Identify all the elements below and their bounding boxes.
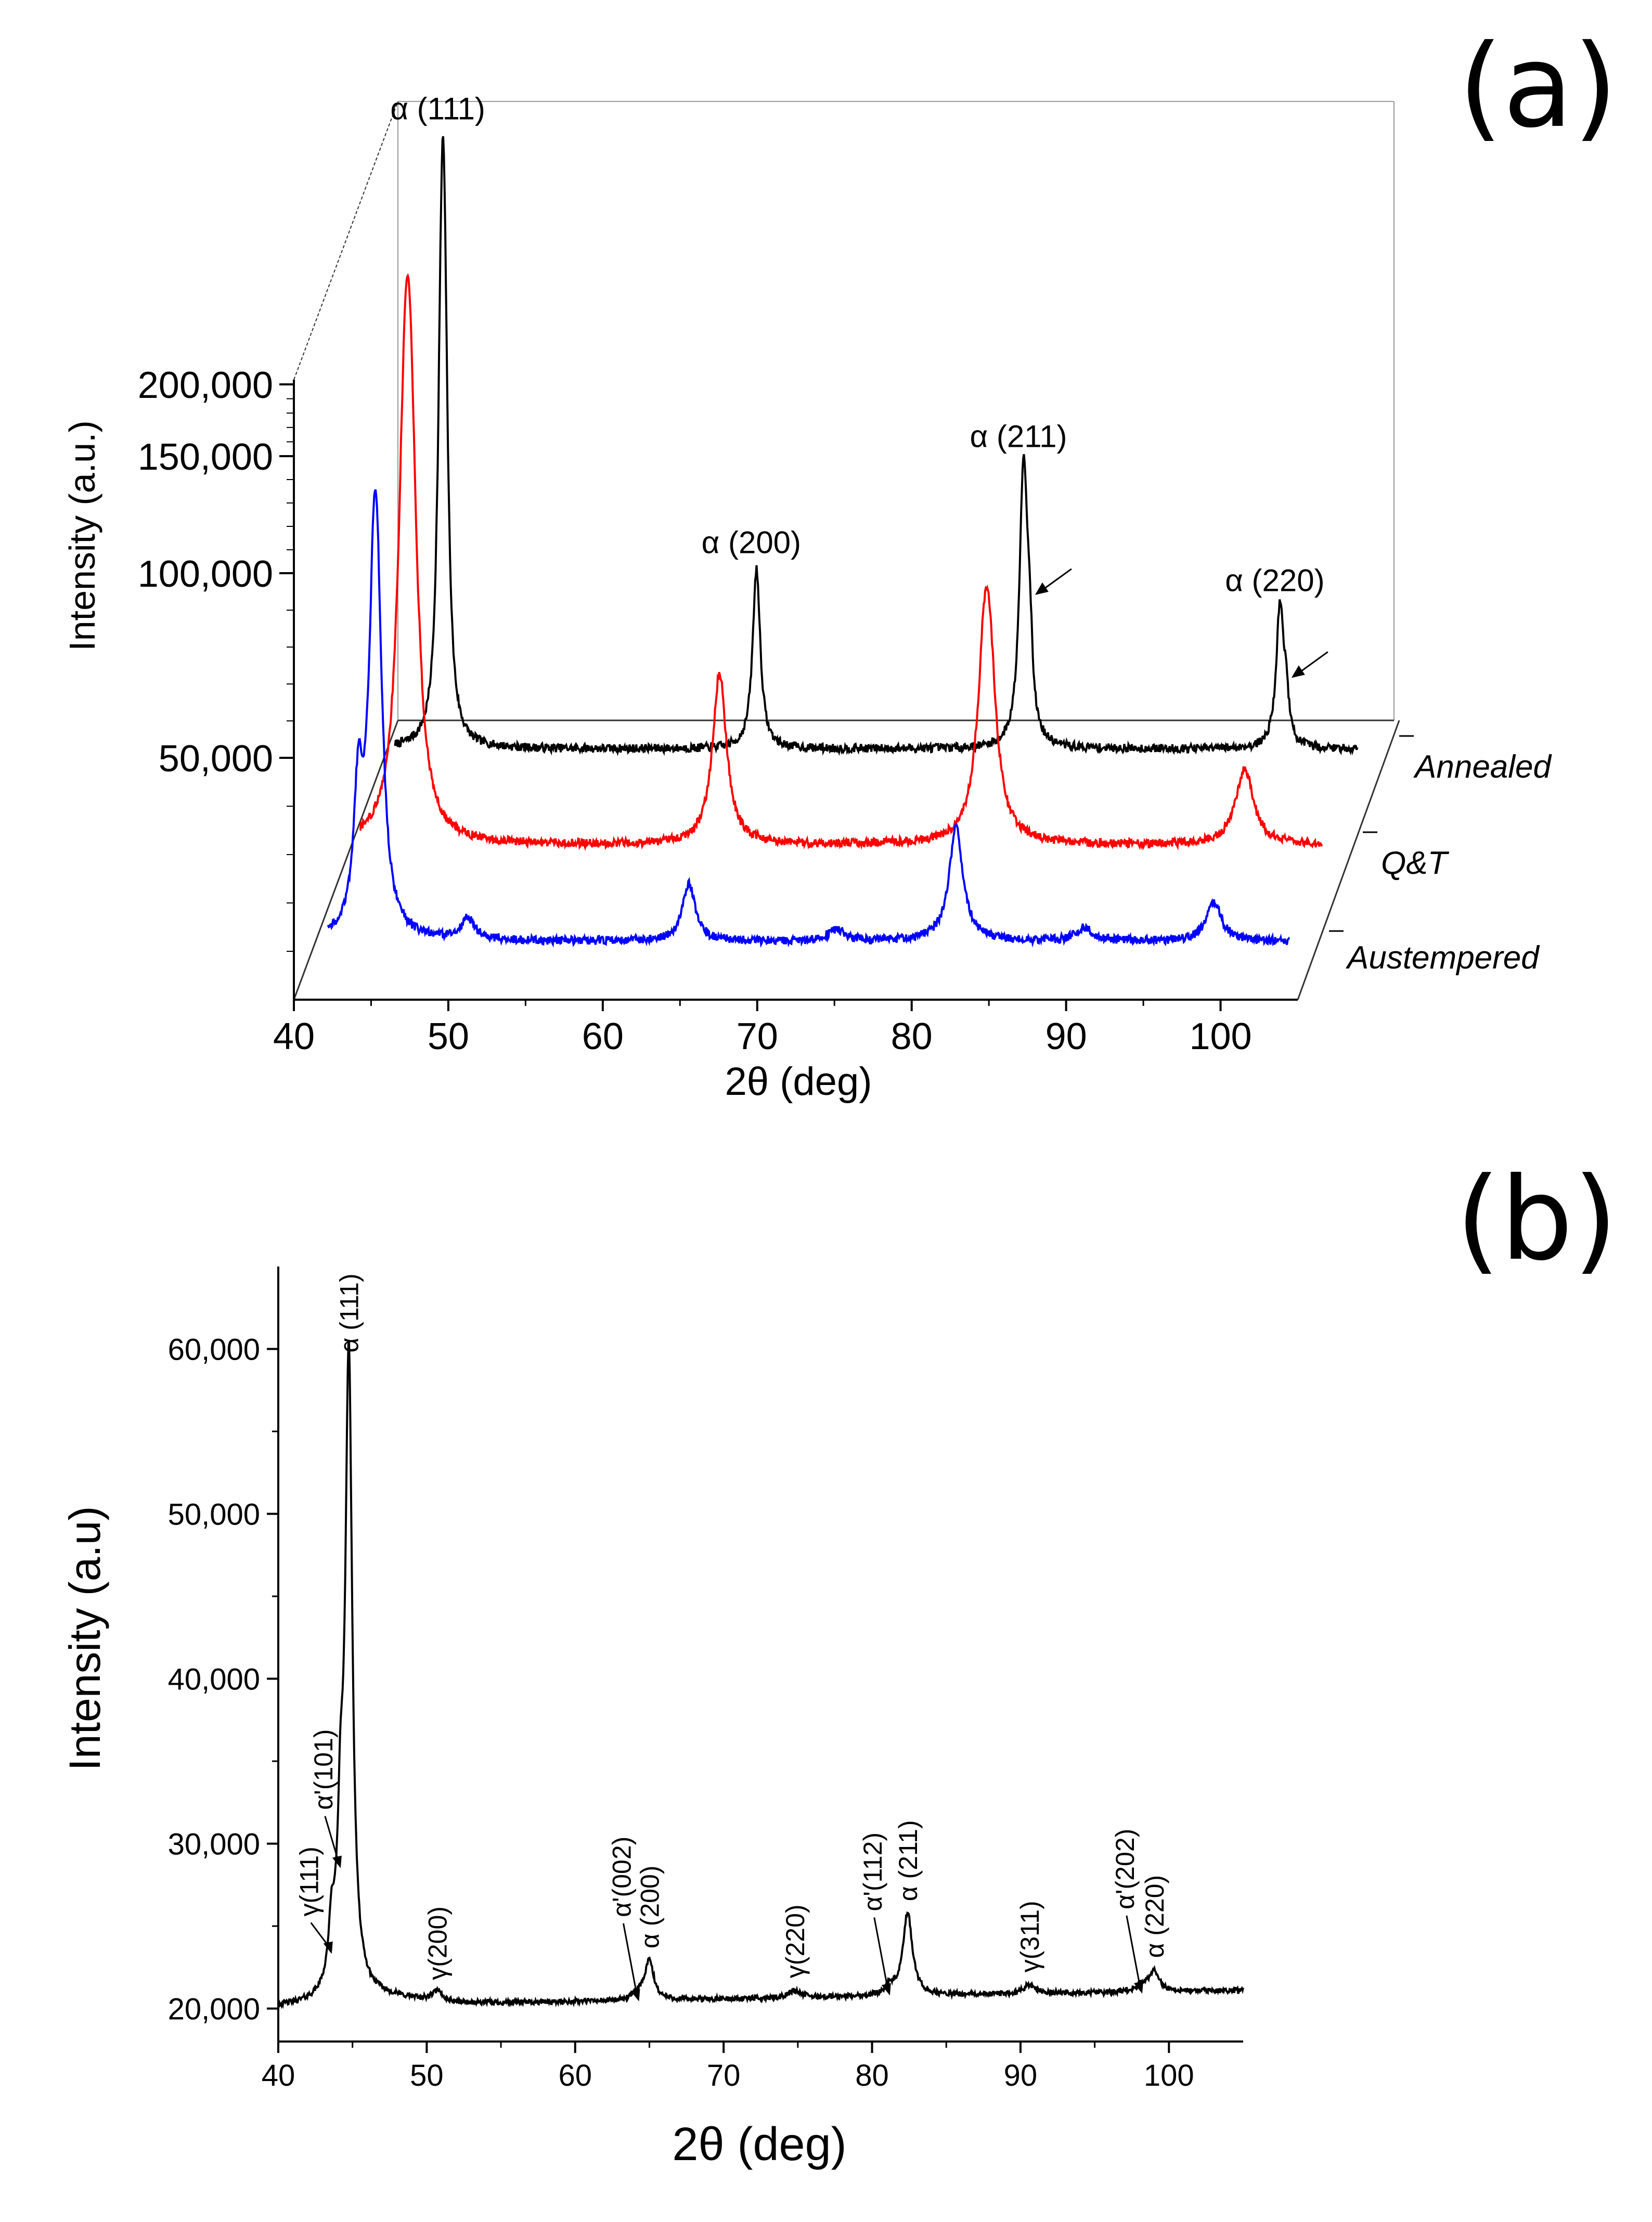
- a-series-line-austempered: [327, 489, 1290, 948]
- b-x-tick-label: 90: [1004, 2059, 1038, 2092]
- b-peak-label: α (211): [894, 1820, 923, 1901]
- b-y-tick-label: 30,000: [168, 1828, 260, 1862]
- panel-b: (b) γ(111)α'(101)α (111)γ(200)α'(002)α (…: [60, 1153, 1618, 2171]
- b-x-tick-label: 50: [410, 2059, 444, 2092]
- b-annotation-arrow: [324, 1816, 342, 1868]
- b-x-tick-label: 100: [1144, 2059, 1194, 2092]
- a-annotations: α (111) α (200) α (211) α (220): [390, 92, 1328, 678]
- a-x-axis-title: 2θ (deg): [725, 1060, 872, 1104]
- a-y-tick-label: 150,000: [138, 436, 273, 478]
- a-depth-floor-left: [293, 720, 399, 1000]
- a-x-tick-label: 80: [891, 1016, 933, 1057]
- legend-qt-label: Q&T: [1381, 845, 1450, 881]
- a-shoulder-arrow: [1291, 651, 1328, 678]
- a-x-tick-label: 50: [428, 1016, 469, 1057]
- b-y-tick-label: 60,000: [168, 1333, 260, 1367]
- a-3d-box: [293, 101, 1400, 1000]
- b-peak-label: α'(101): [309, 1729, 338, 1810]
- b-peak-label: α'(002): [608, 1837, 637, 1917]
- b-y-axis-title: Intensity (a.u): [60, 1506, 109, 1771]
- b-peak-label: α (220): [1140, 1875, 1169, 1958]
- b-series-group: [277, 1340, 1244, 2009]
- a-axes: [279, 380, 1414, 1011]
- b-annotation-arrow: [873, 1917, 891, 1996]
- legend-annealed-label: Annealed: [1413, 749, 1553, 785]
- a-peak-label: α (111): [390, 92, 485, 126]
- b-y-tick-label: 20,000: [168, 1993, 260, 2026]
- panel-a-label: (a): [1459, 20, 1618, 153]
- b-axes: [267, 1267, 1243, 2053]
- b-peak-label: α'(202): [1111, 1829, 1140, 1909]
- b-x-tick-label: 40: [262, 2059, 295, 2092]
- legend-austempered-label: Austempered: [1345, 940, 1540, 976]
- b-annotation-arrow: [623, 1923, 640, 2001]
- a-x-tick-label: 90: [1046, 1016, 1087, 1057]
- a-y-axis-title: Intensity (a.u.): [62, 420, 102, 651]
- b-series-line: [277, 1340, 1244, 2009]
- panel-b-label: (b): [1456, 1153, 1618, 1286]
- b-annotation-arrow: [310, 1922, 333, 1954]
- a-series-line-qt: [359, 273, 1323, 851]
- b-tick-labels: 40 50 60 70 80 90 100 20,000 30,000 40,000 50,000 6…: [168, 1333, 1194, 2092]
- a-peak-label: α (200): [702, 525, 801, 560]
- b-peak-label: γ(311): [1015, 1901, 1044, 1972]
- a-series-line-annealed: [394, 136, 1359, 756]
- a-shoulder-arrow: [1035, 568, 1072, 595]
- a-series-group: [327, 136, 1359, 948]
- b-x-tick-label: 70: [707, 2059, 741, 2092]
- a-peak-label: α (211): [970, 419, 1067, 454]
- a-x-tick-label: 40: [273, 1016, 315, 1057]
- a-y-tick-label: 50,000: [159, 738, 273, 780]
- b-annotations: γ(111) α'(101) α (111) γ(200) α'(002)α (200)…: [295, 1273, 1169, 2001]
- b-x-axis-title: 2θ (deg): [672, 2118, 846, 2171]
- a-depth-top-line: [293, 101, 398, 380]
- panel-a: (a) α (111) α (200) α (211) α (220) 2θ (deg…: [62, 20, 1618, 1104]
- b-annotation-arrow: [1126, 1915, 1143, 1994]
- b-peak-label: α'(112): [858, 1832, 887, 1911]
- b-x-tick-label: 60: [559, 2059, 592, 2092]
- b-peak-label: γ(200): [423, 1906, 452, 1980]
- b-peak-label: γ(220): [781, 1904, 810, 1978]
- b-peak-label: α (200): [636, 1866, 665, 1949]
- a-peak-label: α (220): [1225, 563, 1324, 598]
- a-depth-floor-right: [1297, 720, 1400, 1000]
- a-tick-labels: 40 50 60 70 80 90 100 50,000 100,000 150,000 200,0…: [138, 365, 1252, 1057]
- a-y-tick-label: 200,000: [138, 365, 273, 406]
- b-x-tick-label: 80: [855, 2059, 889, 2092]
- b-peak-label: γ(111): [295, 1846, 324, 1916]
- a-x-tick-label: 100: [1189, 1016, 1251, 1057]
- a-x-tick-label: 70: [737, 1016, 778, 1057]
- a-y-tick-label: 100,000: [138, 553, 273, 595]
- b-peak-label: α (111): [335, 1273, 364, 1352]
- b-y-tick-label: 50,000: [168, 1498, 260, 1532]
- a-x-tick-label: 60: [582, 1016, 624, 1057]
- b-y-tick-label: 40,000: [168, 1663, 260, 1697]
